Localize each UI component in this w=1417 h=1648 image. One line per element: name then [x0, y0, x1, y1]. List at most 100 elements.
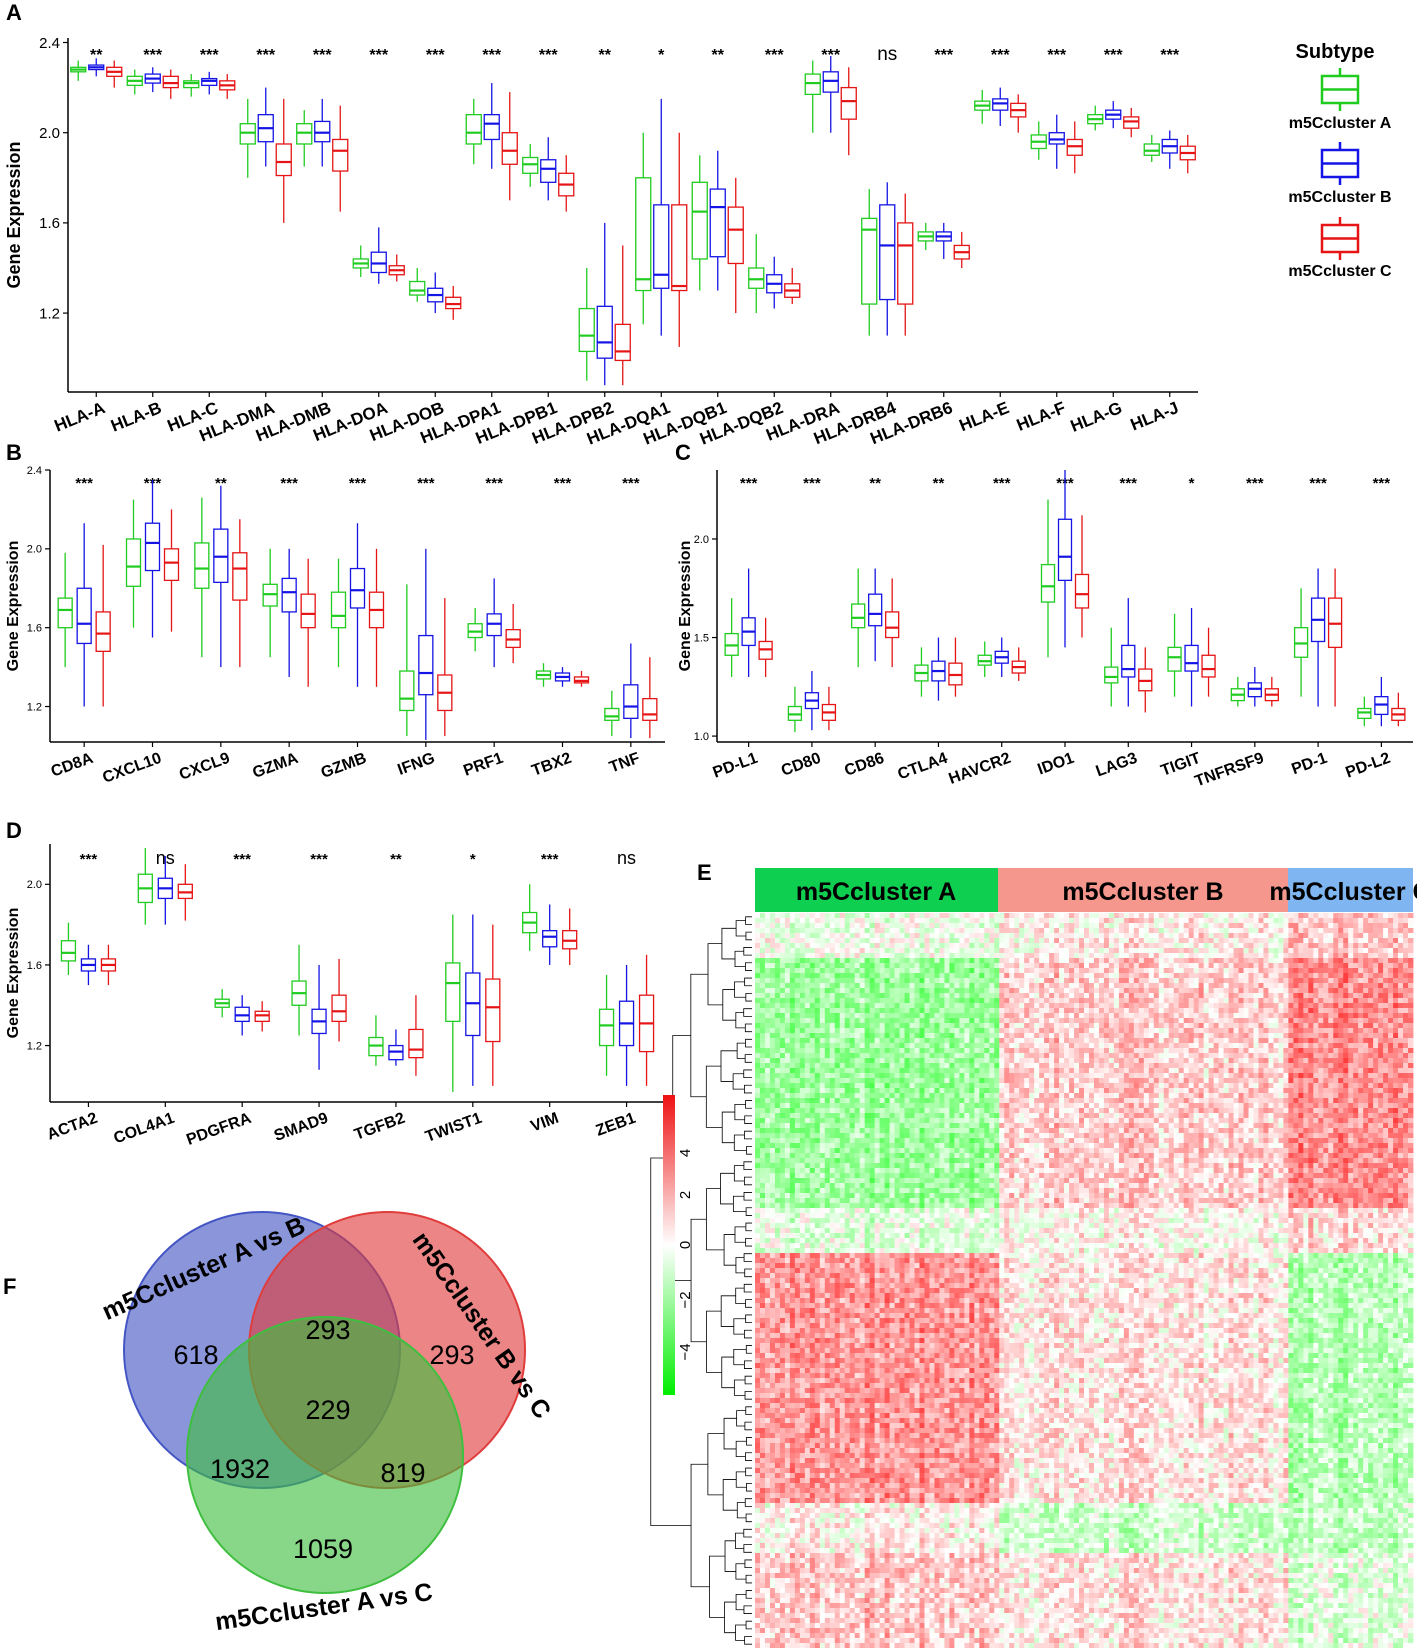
heatmap-cell: [984, 978, 990, 984]
heatmap-cell: [1208, 1033, 1214, 1039]
heatmap-cell: [1188, 1048, 1195, 1054]
heatmap-cell: [774, 943, 781, 949]
heatmap-cell: [1353, 1053, 1359, 1059]
heatmap-cell: [939, 1013, 945, 1019]
heatmap-cell: [919, 953, 925, 959]
heatmap-cell: [1168, 1013, 1175, 1019]
heatmap-cell: [964, 968, 970, 974]
heatmap-cell: [894, 913, 900, 919]
heatmap-cell: [874, 973, 881, 979]
heatmap-cell: [1118, 1033, 1125, 1039]
heatmap-cell: [1313, 998, 1319, 1004]
heatmap-cell: [1198, 1063, 1205, 1069]
heatmap-cell: [1138, 1003, 1145, 1009]
heatmap-cell: [1323, 933, 1329, 939]
heatmap-cell: [1044, 1023, 1050, 1029]
heatmap-cell: [1213, 913, 1219, 919]
heatmap-cell: [974, 1013, 980, 1019]
heatmap-cell: [1054, 1008, 1060, 1014]
heatmap-cell: [959, 983, 965, 989]
heatmap-cell: [1088, 1058, 1095, 1064]
heatmap-cell: [1168, 958, 1175, 964]
y-tick-label: 1.5: [694, 632, 709, 644]
heatmap-cell: [964, 963, 970, 969]
heatmap-cell: [809, 1013, 816, 1019]
heatmap-cell: [879, 1023, 885, 1029]
box: [232, 552, 248, 601]
heatmap-cell: [824, 943, 831, 949]
heatmap-cell: [974, 1058, 980, 1064]
heatmap-cell: [809, 1033, 816, 1039]
heatmap-cell: [1029, 1063, 1035, 1069]
heatmap-cell: [804, 1058, 811, 1064]
heatmap-cell: [869, 1023, 876, 1029]
heatmap-cell: [1029, 1053, 1035, 1059]
heatmap-cell: [899, 1028, 905, 1034]
heatmap-cell: [1218, 978, 1224, 984]
heatmap-cell: [804, 978, 811, 984]
heatmap-cell: [1088, 1043, 1095, 1049]
heatmap-cell: [924, 1028, 930, 1034]
heatmap-cell: [1049, 928, 1055, 934]
heatmap-cell: [1388, 978, 1394, 984]
heatmap-cell: [1173, 1063, 1180, 1069]
heatmap-cell: [1243, 948, 1249, 954]
heatmap-cell: [1408, 1023, 1414, 1029]
heatmap-cell: [779, 963, 786, 969]
box: [275, 143, 292, 177]
heatmap-cell: [1019, 948, 1025, 954]
heatmap-cell: [1173, 963, 1180, 969]
heatmap-cell: [824, 1003, 831, 1009]
significance-label: **: [215, 475, 227, 492]
heatmap-cell: [1293, 1063, 1299, 1069]
heatmap-cell: [839, 1018, 846, 1024]
heatmap-cell: [1248, 973, 1254, 979]
heatmap-cell: [934, 993, 940, 999]
heatmap-cell: [1353, 1038, 1359, 1044]
heatmap-cell: [1113, 973, 1120, 979]
heatmap-cell: [934, 1043, 940, 1049]
heatmap-cell: [1093, 1018, 1100, 1024]
heatmap-cell: [1363, 923, 1369, 929]
heatmap-cell: [1213, 1003, 1219, 1009]
heatmap-cell: [989, 998, 995, 1004]
heatmap-cell: [879, 953, 885, 959]
heatmap-cell: [1353, 933, 1359, 939]
heatmap-cell: [1218, 1028, 1224, 1034]
heatmap-cell: [755, 933, 761, 939]
heatmap-cell: [1123, 993, 1130, 999]
heatmap-cell: [1243, 1058, 1249, 1064]
heatmap-cell: [755, 918, 761, 924]
heatmap-cell: [1054, 1048, 1060, 1054]
heatmap-cell: [1009, 988, 1015, 994]
heatmap-cell: [949, 958, 955, 964]
heatmap-cell: [814, 1013, 821, 1019]
heatmap-cell: [1014, 983, 1020, 989]
box: [879, 204, 896, 301]
heatmap-cell: [1268, 923, 1274, 929]
heatmap-cell: [1208, 978, 1214, 984]
heatmap-cell: [1004, 973, 1010, 979]
x-tick-label: HLA-J: [1128, 398, 1182, 434]
heatmap-cell: [1173, 1028, 1180, 1034]
heatmap-cell: [954, 968, 960, 974]
heatmap-cell: [1059, 1033, 1065, 1039]
heatmap-cell: [1363, 1013, 1369, 1019]
heatmap-cell: [819, 1053, 826, 1059]
heatmap-cell: [774, 978, 781, 984]
heatmap-cell: [1313, 973, 1319, 979]
heatmap-cell: [974, 1038, 980, 1044]
heatmap-cell: [1158, 1043, 1165, 1049]
heatmap-cell: [919, 978, 925, 984]
heatmap-cell: [1039, 928, 1045, 934]
heatmap-cell: [1173, 1013, 1180, 1019]
heatmap-cell: [1373, 963, 1379, 969]
box: [1048, 132, 1065, 145]
heatmap-cell: [804, 973, 811, 979]
heatmap-cell: [1158, 933, 1165, 939]
heatmap-cell: [1268, 913, 1274, 919]
significance-label: ***: [541, 851, 559, 868]
heatmap-cell: [1059, 1063, 1065, 1069]
heatmap-cell: [859, 1013, 866, 1019]
heatmap-cell: [1098, 1053, 1105, 1059]
